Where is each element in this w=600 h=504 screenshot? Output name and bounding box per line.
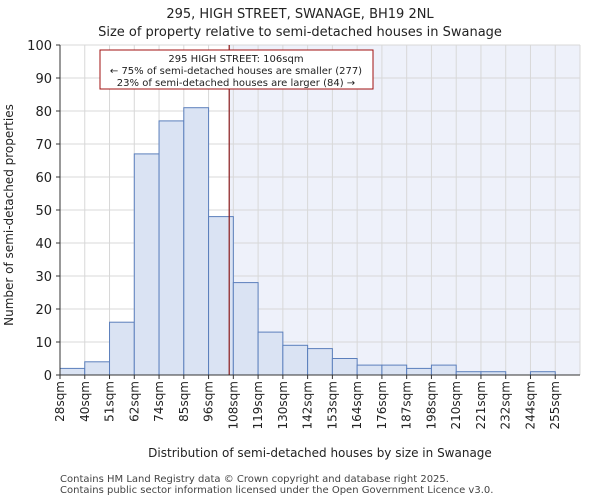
bar-51sqm: [109, 321, 135, 376]
x-tick-label: 176sqm: [375, 381, 389, 429]
bar-164sqm: [356, 364, 383, 376]
x-tick-label: 85sqm: [177, 381, 191, 422]
y-axis-label: Number of semi-detached properties: [2, 104, 16, 326]
bar-142sqm: [307, 348, 333, 376]
annotation-line2: ← 75% of semi-detached houses are smalle…: [110, 66, 362, 77]
x-tick-label: 198sqm: [424, 381, 438, 429]
x-tick-label: 51sqm: [103, 381, 117, 422]
x-tick-label: 130sqm: [276, 381, 290, 429]
bar-176sqm: [381, 364, 408, 376]
y-tick-label: 90: [35, 72, 52, 87]
x-axis-label: Distribution of semi-detached houses by …: [148, 446, 492, 460]
annotation-box: 295 HIGH STREET: 106sqm ← 75% of semi-de…: [99, 49, 374, 90]
y-tick-label: 80: [35, 105, 52, 120]
y-tick-label: 70: [35, 138, 52, 153]
chart-title-line2: Size of property relative to semi-detach…: [98, 25, 502, 40]
x-tick-label: 210sqm: [449, 381, 463, 429]
footer-copyright: Contains HM Land Registry data © Crown c…: [60, 474, 449, 485]
x-tick-label: 62sqm: [127, 381, 141, 422]
bar-40sqm: [84, 361, 111, 376]
y-tick-label: 60: [35, 171, 52, 186]
y-tick-label: 10: [35, 336, 52, 351]
annotation-box-border: [99, 49, 374, 90]
x-tick-label: 244sqm: [523, 381, 537, 429]
x-tick-label: 28sqm: [53, 381, 67, 422]
x-ticks: 28sqm 40sqm 51sqm 62sqm 74sqm 85sqm 96sqm 108sq…: [53, 375, 562, 429]
x-tick-label: 255sqm: [548, 381, 562, 429]
bar-28sqm: [59, 367, 86, 376]
bar-153sqm: [331, 358, 358, 376]
x-tick-label: 187sqm: [400, 381, 414, 429]
y-tick-label: 40: [35, 237, 52, 252]
bar-74sqm: [158, 120, 185, 376]
x-tick-label: 221sqm: [474, 381, 488, 429]
x-tick-label: 232sqm: [499, 381, 513, 429]
chart-title-line1: 295, HIGH STREET, SWANAGE, BH19 2NL: [166, 7, 434, 22]
bar-62sqm: [133, 153, 160, 376]
x-tick-label: 153sqm: [325, 381, 339, 429]
bar-198sqm: [430, 364, 457, 376]
y-tick-label: 50: [35, 204, 52, 219]
x-tick-label: 40sqm: [78, 381, 92, 422]
x-tick-label: 108sqm: [226, 381, 240, 429]
x-tick-label: 164sqm: [350, 381, 364, 429]
bar-85sqm: [183, 107, 210, 376]
x-tick-label: 142sqm: [301, 381, 315, 429]
bar-130sqm: [282, 344, 309, 376]
y-ticks: 0 10 20 30 40 50 60 70 80 90 100: [27, 39, 60, 384]
x-tick-label: 96sqm: [202, 381, 216, 422]
y-tick-label: 20: [35, 303, 52, 318]
bar-187sqm: [406, 367, 432, 376]
bar-119sqm: [257, 331, 284, 376]
annotation-line1: 295 HIGH STREET: 106sqm: [168, 54, 303, 65]
x-tick-label: 119sqm: [251, 381, 265, 429]
bar-108sqm: [232, 282, 259, 376]
y-tick-label: 30: [35, 270, 52, 285]
x-tick-label: 74sqm: [152, 381, 166, 422]
y-tick-label: 0: [44, 369, 52, 384]
y-tick-label: 100: [27, 39, 52, 54]
footer-licence: Contains public sector information licen…: [60, 485, 494, 496]
annotation-line3: 23% of semi-detached houses are larger (…: [117, 78, 355, 89]
